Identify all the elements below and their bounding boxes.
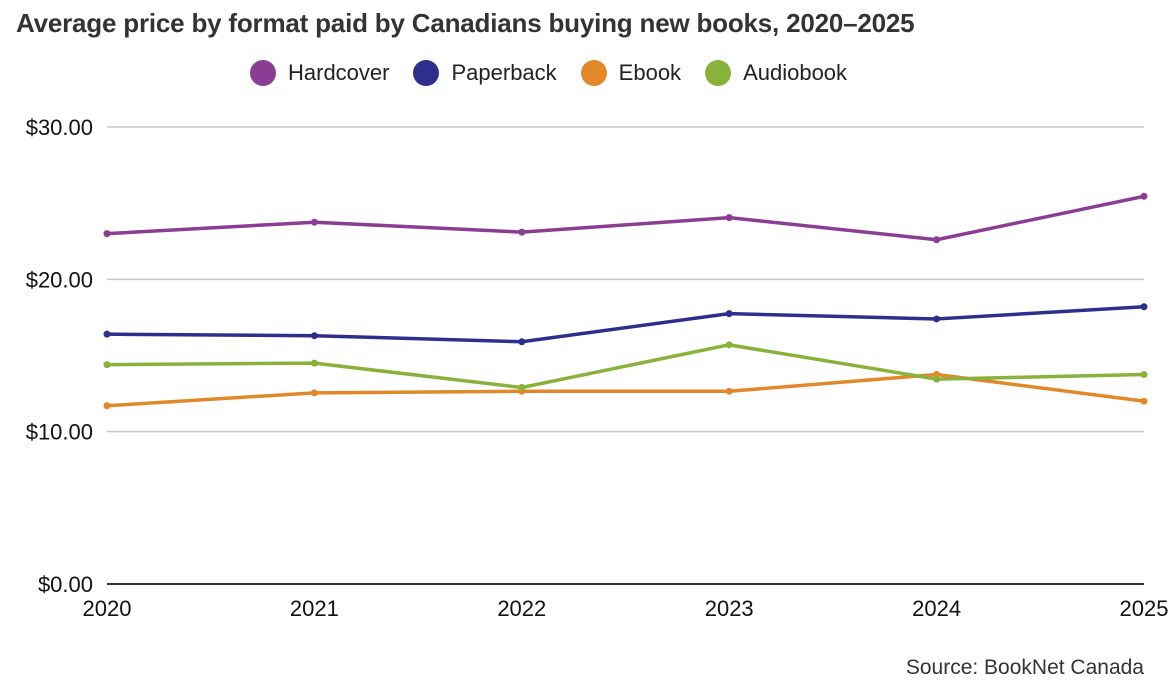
chart-title: Average price by format paid by Canadian…	[16, 8, 915, 38]
data-point-audiobook	[933, 375, 941, 383]
data-point-ebook	[1140, 397, 1148, 405]
data-point-audiobook	[725, 341, 733, 349]
data-point-hardcover	[103, 230, 111, 238]
x-tick-label: 2025	[1120, 596, 1169, 621]
x-tick-label: 2022	[497, 596, 546, 621]
x-tick-label: 2024	[912, 596, 961, 621]
data-point-ebook	[310, 389, 318, 397]
legend: Hardcover Paperback Ebook Audiobook	[250, 60, 847, 86]
data-point-audiobook	[310, 359, 318, 367]
series-line-audiobook	[105, 343, 1146, 390]
y-tick-label: $10.00	[26, 420, 93, 445]
y-tick-label: $20.00	[26, 267, 93, 292]
data-point-paperback	[103, 330, 111, 338]
data-point-audiobook	[1140, 371, 1148, 379]
legend-label-ebook: Ebook	[618, 60, 682, 85]
data-point-ebook	[103, 402, 111, 410]
legend-item-hardcover[interactable]: Hardcover	[250, 60, 389, 86]
data-point-ebook	[725, 387, 733, 395]
data-point-hardcover	[933, 236, 941, 244]
legend-swatch-ebook	[580, 60, 607, 86]
data-point-hardcover	[310, 218, 318, 226]
x-tick-label: 2020	[83, 596, 132, 621]
data-point-hardcover	[518, 228, 526, 236]
data-point-hardcover	[725, 214, 733, 222]
series-line-paperback	[105, 305, 1146, 344]
legend-label-hardcover: Hardcover	[288, 60, 390, 85]
legend-item-paperback[interactable]: Paperback	[413, 60, 557, 86]
data-point-paperback	[310, 332, 318, 340]
source-note: Source: BookNet Canada	[905, 656, 1144, 679]
data-point-paperback	[1140, 303, 1148, 311]
legend-swatch-hardcover	[250, 60, 276, 86]
data-point-audiobook	[518, 383, 526, 391]
legend-swatch-paperback	[413, 60, 440, 86]
series-line-hardcover	[105, 194, 1146, 242]
legend-label-audiobook: Audiobook	[743, 60, 848, 85]
legend-swatch-audiobook	[705, 60, 732, 86]
legend-item-ebook[interactable]: Ebook	[580, 60, 682, 86]
data-point-audiobook	[103, 361, 111, 369]
legend-label-paperback: Paperback	[451, 60, 557, 85]
data-point-hardcover	[1140, 192, 1148, 200]
x-tick-label: 2021	[290, 596, 339, 621]
data-point-paperback	[933, 315, 941, 323]
data-point-paperback	[518, 338, 526, 346]
legend-item-audiobook[interactable]: Audiobook	[705, 60, 847, 86]
x-tick-label: 2023	[705, 596, 754, 621]
data-point-paperback	[725, 310, 733, 318]
y-tick-label: $0.00	[38, 572, 93, 597]
y-tick-label: $30.00	[26, 115, 93, 140]
